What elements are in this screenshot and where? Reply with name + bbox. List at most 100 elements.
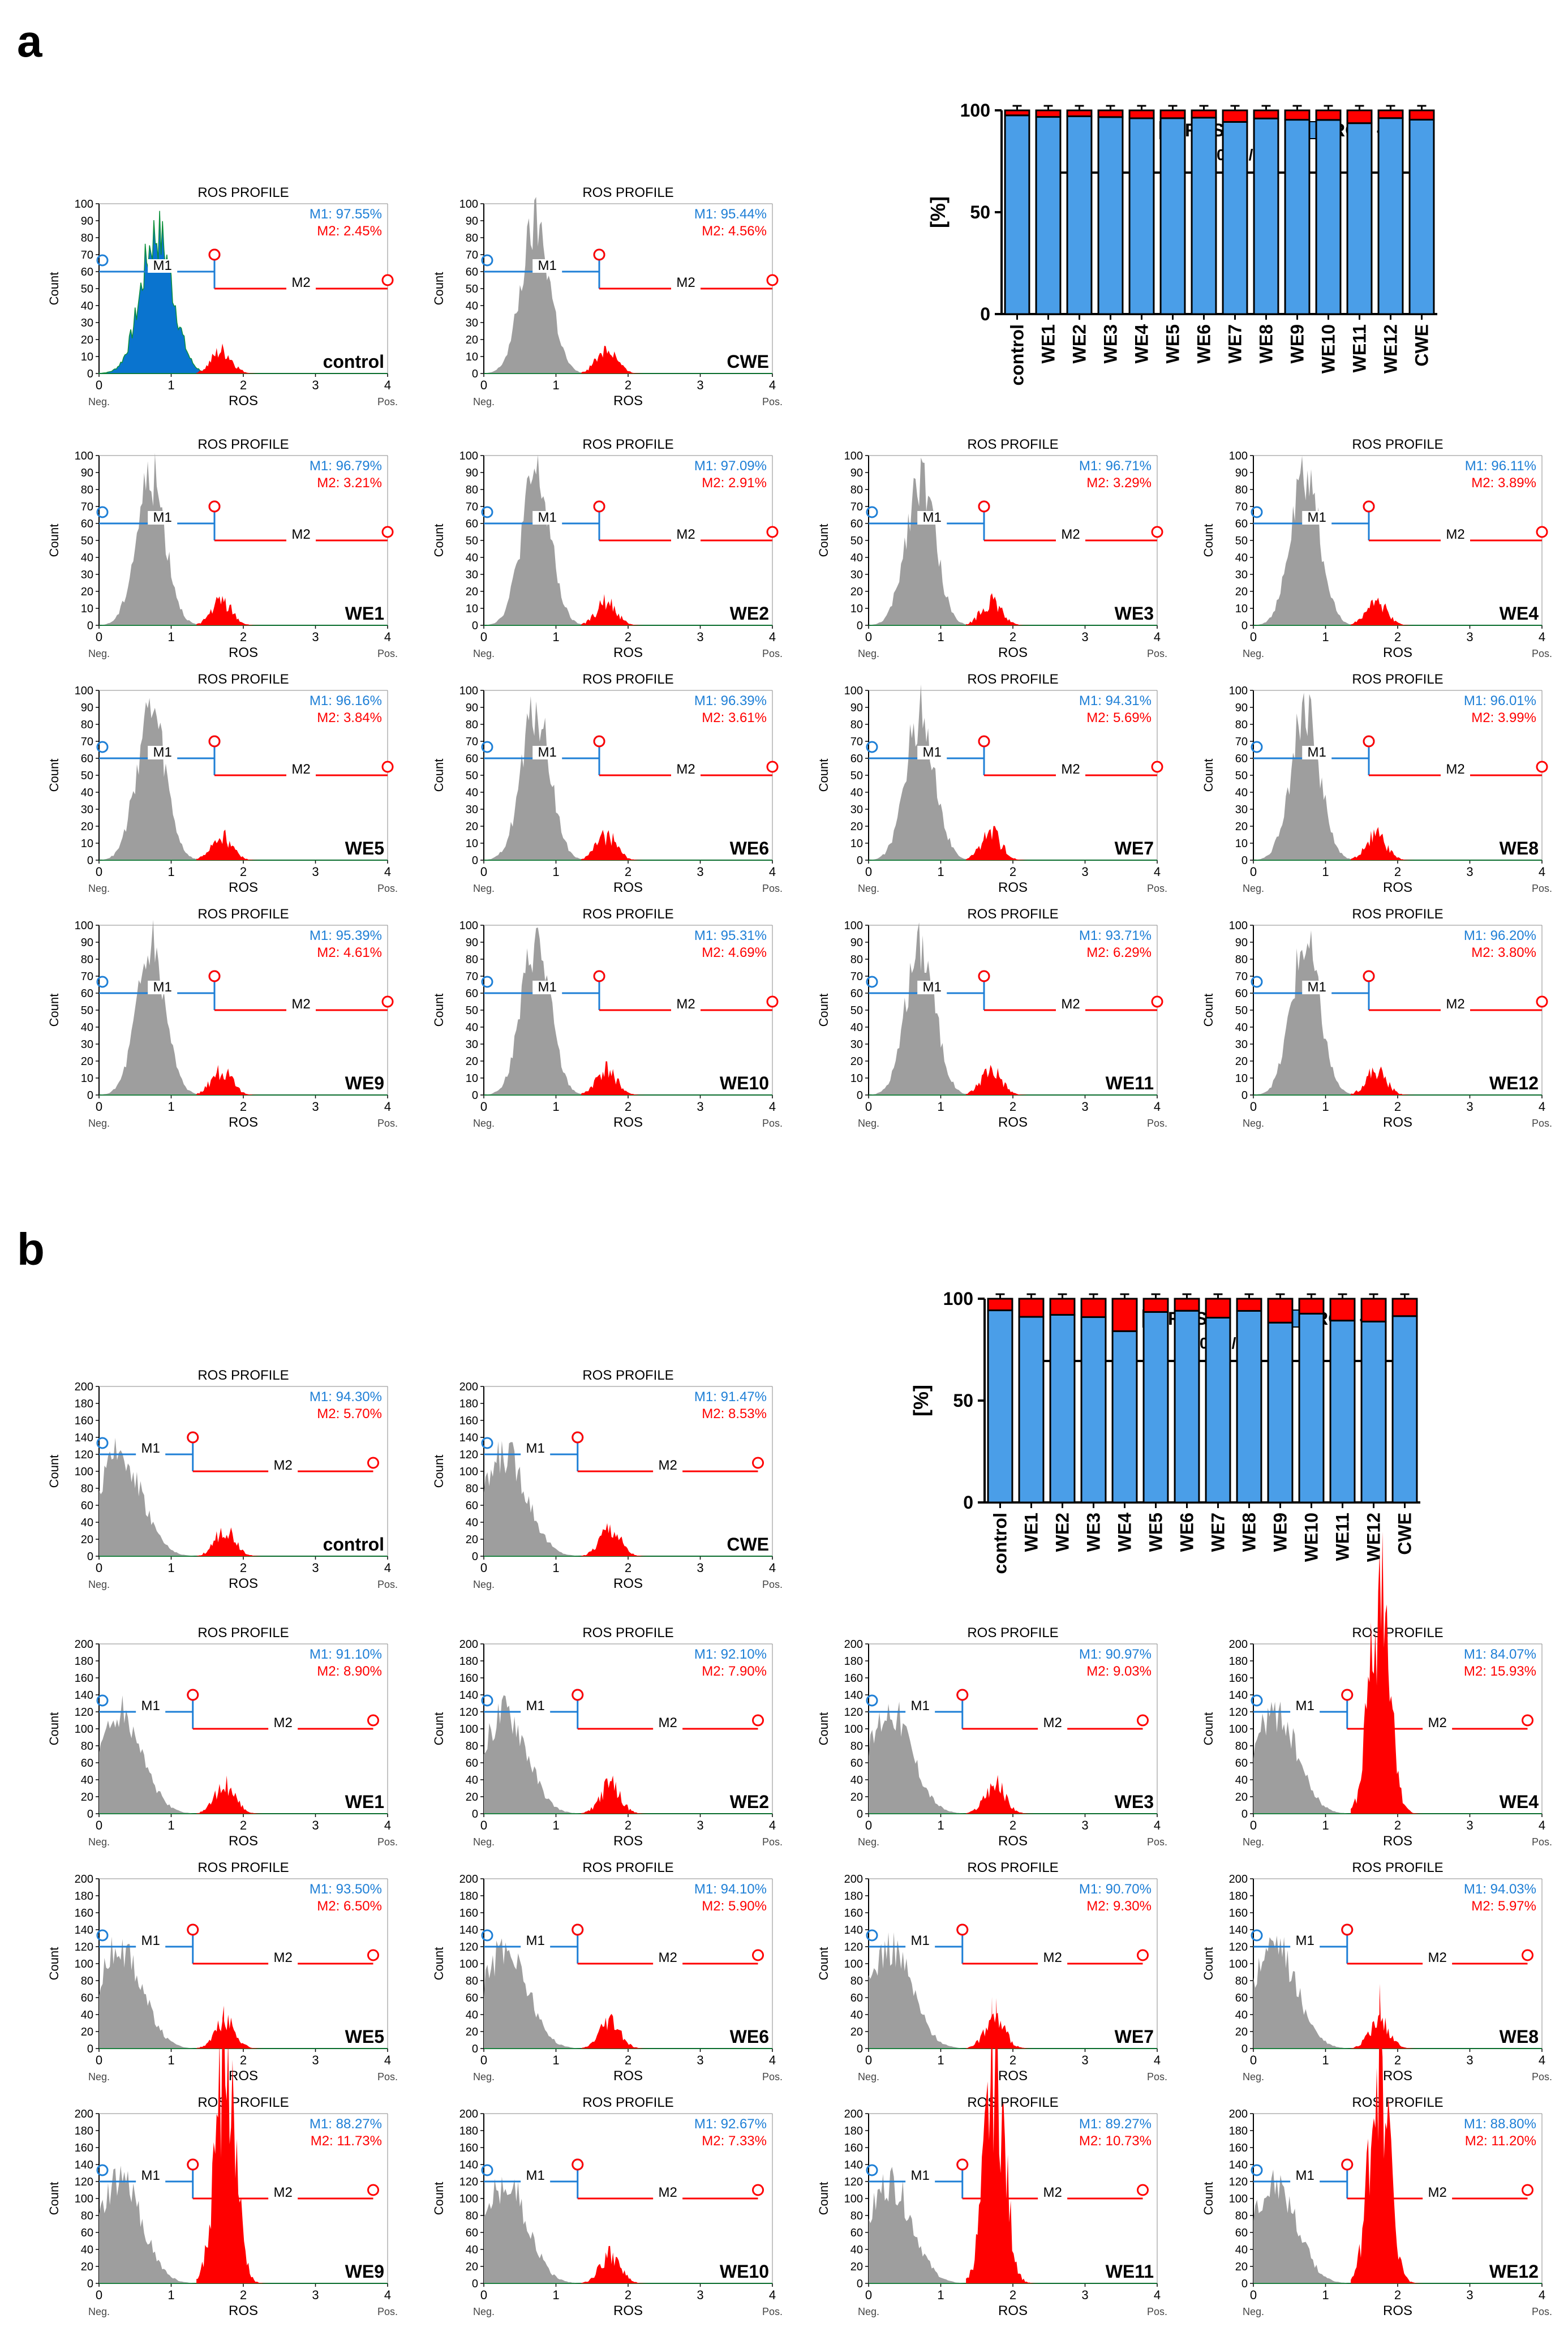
y-tick-label: 100 (75, 198, 93, 211)
m1-label: M1 (538, 980, 557, 995)
bar-category-label: WE6 (1194, 324, 1214, 363)
x-tick-label: 3 (312, 865, 319, 879)
x-tick-label: 4 (1154, 630, 1161, 644)
m2-marker-end-icon (1522, 1714, 1533, 1727)
m2-marker-end-icon (367, 1714, 379, 1727)
x-tick-label: 2 (240, 1100, 247, 1114)
m2-marker-start-icon (978, 735, 990, 748)
m2-marker-start-icon (1341, 2158, 1354, 2171)
y-tick-label: 80 (466, 2210, 478, 2222)
m2-label-bg (1441, 528, 1470, 542)
sample-label: WE2 (730, 1792, 769, 1812)
y-tick-label: 0 (472, 1808, 478, 1820)
y-tick-label: 80 (81, 2210, 93, 2222)
neg-label: Neg. (473, 2306, 495, 2317)
y-tick-label: 40 (466, 787, 478, 799)
x-tick-label: 2 (240, 378, 247, 392)
x-tick-label: 2 (1394, 630, 1401, 644)
histogram-title: ROS PROFILE (967, 2095, 1058, 2110)
m2-label: M2 (1428, 1715, 1446, 1730)
m1-label: M1 (153, 745, 172, 760)
m2-marker-end-icon (1536, 761, 1548, 773)
control-overlay-histogram (99, 1437, 388, 1556)
y-tick-label: 20 (81, 821, 93, 833)
y-tick-label: 80 (81, 1740, 93, 1753)
y-tick-label: 70 (466, 971, 478, 983)
sample-label: WE7 (1115, 838, 1154, 858)
pos-label: Pos. (1147, 1836, 1167, 1848)
m1-label-bg (1302, 746, 1332, 759)
m2-label-bg (1056, 763, 1085, 776)
pos-label: Pos. (762, 1836, 783, 1848)
m2-label: M2 (658, 1715, 677, 1730)
bar-category-label: WE8 (1256, 324, 1277, 363)
bar-category-label: CWE (1395, 1513, 1415, 1555)
neg-label: Neg. (88, 2306, 110, 2317)
m2-label: M2 (1428, 1950, 1446, 1965)
m1-percentage: M1: 94.30% (310, 1389, 382, 1405)
x-tick-label: 3 (1081, 1818, 1088, 1832)
m2-marker-start-icon (978, 970, 990, 982)
m2-marker-start-icon (1341, 1923, 1354, 1936)
pos-label: Pos. (377, 396, 398, 407)
control-overlay-histogram (869, 1702, 1157, 1814)
pos-label: Pos. (1532, 2306, 1552, 2317)
pos-label: Pos. (377, 883, 398, 894)
bar-category-label: WE2 (1069, 324, 1090, 363)
pos-label: Pos. (1147, 883, 1167, 894)
y-tick-label: 100 (1229, 1723, 1248, 1736)
control-overlay-histogram (484, 2176, 772, 2283)
y-tick-label: 120 (844, 1941, 863, 1953)
sample-label: WE1 (345, 1792, 384, 1812)
y-tick-label: 100 (844, 920, 863, 932)
m2-marker-end-icon (381, 526, 394, 538)
bar-ros-neg (1018, 1316, 1045, 1504)
y-tick-label: 10 (1235, 1072, 1248, 1085)
y-axis-label: Count (1201, 2182, 1215, 2215)
y-tick-label: 10 (466, 351, 478, 363)
y-tick-label: 180 (844, 1890, 863, 1903)
x-tick-label: 4 (769, 2053, 776, 2067)
histogram-title: ROS PROFILE (582, 672, 673, 687)
y-tick-label: 160 (1229, 2142, 1248, 2154)
control-overlay-histogram (484, 927, 772, 1095)
histogram-title: ROS PROFILE (197, 907, 289, 922)
histogram-title: ROS PROFILE (582, 1625, 673, 1641)
bar-category-label: WE9 (1270, 1513, 1291, 1552)
x-tick-label: 0 (480, 1561, 487, 1575)
y-tick-label: 140 (75, 2159, 93, 2171)
y-tick-label: 60 (81, 266, 93, 278)
m2-label: M2 (1043, 2185, 1062, 2200)
y-tick-label: 90 (1235, 467, 1248, 479)
m2-marker-start-icon (593, 248, 605, 261)
m1-label-bg (1302, 981, 1332, 994)
bar-category-label: WE8 (1239, 1513, 1260, 1552)
m2-label-bg (268, 2186, 298, 2200)
pos-label: Pos. (1532, 1118, 1552, 1129)
m2-marker-end-icon (1151, 526, 1163, 538)
y-tick-label: 40 (1235, 1021, 1248, 1034)
y-tick-label: 160 (459, 1907, 478, 1920)
x-tick-label: 1 (937, 865, 944, 879)
y-axis-label: Count (1201, 1947, 1215, 1981)
bar-category-label: WE1 (1038, 324, 1059, 363)
m1-label-bg (532, 259, 562, 273)
y-tick-label: 30 (81, 569, 93, 581)
y-tick-label: 20 (466, 586, 478, 598)
x-tick-label: 3 (312, 630, 319, 644)
y-tick-label: 30 (81, 317, 93, 329)
x-axis-label: ROS (1383, 645, 1412, 660)
y-tick-label: 50 (1235, 535, 1248, 547)
positive-tail-histogram (581, 830, 668, 860)
m2-percentage: M2: 9.03% (1086, 1664, 1152, 1679)
control-overlay-histogram (99, 2165, 388, 2283)
x-tick-label: 1 (167, 378, 174, 392)
histogram-title: ROS PROFILE (1352, 437, 1443, 452)
x-tick-label: 4 (384, 2288, 391, 2302)
x-tick-label: 2 (1394, 1818, 1401, 1832)
y-tick-label: 200 (75, 1873, 93, 1886)
y-tick-label: 100 (844, 1723, 863, 1736)
y-tick-label: 10 (1235, 603, 1248, 615)
